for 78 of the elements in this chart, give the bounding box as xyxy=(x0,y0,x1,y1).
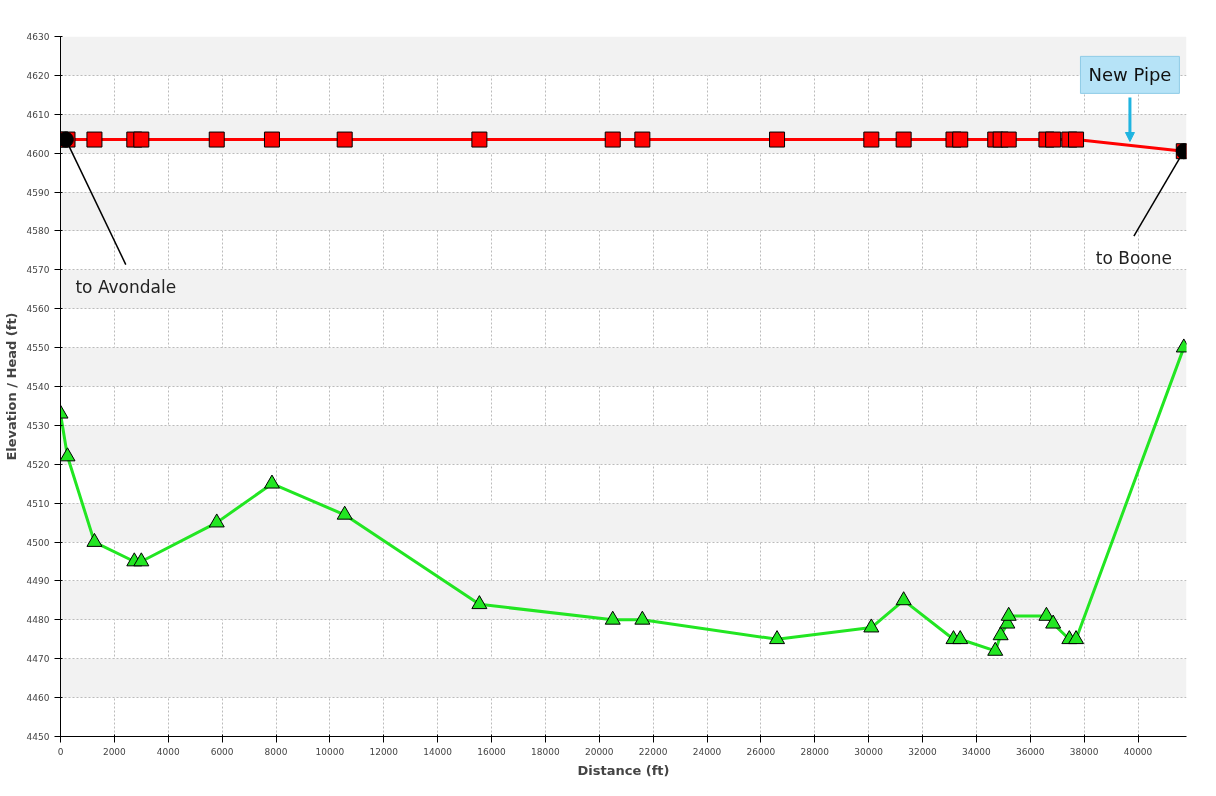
x-tick-label: 38000 xyxy=(1069,746,1099,757)
point xyxy=(952,131,969,148)
point xyxy=(1000,131,1017,148)
point xyxy=(1045,131,1062,148)
y-tick-label: 4480 xyxy=(26,615,50,626)
x-tick-label: 36000 xyxy=(1015,746,1045,757)
point xyxy=(987,641,1004,656)
point xyxy=(336,131,353,148)
x-tick-label: 6000 xyxy=(210,746,234,757)
y-tick-label: 4450 xyxy=(26,732,50,742)
y-tick-label: 4490 xyxy=(26,576,50,587)
point xyxy=(1000,606,1017,621)
x-axis-title: Distance (ft) xyxy=(577,762,670,778)
point xyxy=(863,618,880,633)
point xyxy=(471,131,488,148)
point xyxy=(634,131,651,148)
y-axis-title: Elevation / Head (ft) xyxy=(3,312,19,461)
point xyxy=(60,447,76,462)
x-tick-label: 20000 xyxy=(584,746,614,757)
x-tick-label: 2000 xyxy=(102,746,127,757)
y-tick-label: 4540 xyxy=(26,382,50,392)
point xyxy=(863,131,880,148)
point xyxy=(1068,131,1085,148)
x-tick-label: 30000 xyxy=(854,746,884,757)
x-tick-label: 26000 xyxy=(746,746,776,757)
y-tick-label: 4460 xyxy=(26,693,50,704)
x-tick-label: 10000 xyxy=(315,746,345,757)
x-tick-label: 0 xyxy=(57,746,64,757)
point xyxy=(208,131,225,148)
x-tick-label: 14000 xyxy=(423,746,453,757)
point xyxy=(895,131,912,148)
x-tick-label: 22000 xyxy=(638,746,668,757)
point xyxy=(263,474,280,489)
y-tick-label: 4620 xyxy=(26,70,50,81)
x-tick-label: 40000 xyxy=(1123,746,1153,757)
point xyxy=(604,131,621,148)
annotation: to Boone xyxy=(1095,248,1172,269)
x-tick-label: 18000 xyxy=(531,746,560,757)
point xyxy=(86,532,103,547)
point xyxy=(1068,630,1085,645)
point xyxy=(471,595,488,610)
x-tick-label: 24000 xyxy=(692,746,722,757)
point xyxy=(133,131,150,148)
y-tick-label: 4500 xyxy=(26,537,50,548)
y-tick-label: 4610 xyxy=(26,109,50,120)
point xyxy=(992,626,1009,641)
annotation: New Pipe xyxy=(1088,64,1172,86)
x-tick-label: 32000 xyxy=(908,746,938,757)
point xyxy=(952,630,969,645)
point xyxy=(86,131,103,148)
x-tick-label: 16000 xyxy=(477,746,507,757)
point xyxy=(769,630,786,645)
point xyxy=(604,610,621,625)
y-tick-label: 4520 xyxy=(26,459,50,470)
y-tick-label: 4630 xyxy=(26,32,50,42)
y-tick-label: 4570 xyxy=(26,265,50,276)
point xyxy=(336,505,353,520)
point xyxy=(634,610,651,625)
point xyxy=(769,131,786,148)
x-tick-label: 28000 xyxy=(800,746,830,757)
x-tick-label: 34000 xyxy=(962,746,991,757)
y-tick-label: 4580 xyxy=(26,226,50,237)
y-tick-label: 4550 xyxy=(26,343,50,354)
x-tick-label: 8000 xyxy=(264,746,288,757)
y-tick-label: 4560 xyxy=(26,304,50,315)
y-tick-label: 4510 xyxy=(26,498,50,509)
y-tick-label: 4600 xyxy=(26,148,50,159)
point xyxy=(133,552,150,567)
annotation: to Avondale xyxy=(75,276,177,297)
x-tick-label: 4000 xyxy=(156,746,180,757)
point xyxy=(895,591,912,606)
point xyxy=(263,131,280,148)
x-tick-label: 12000 xyxy=(369,746,399,757)
point xyxy=(208,513,225,528)
y-tick-label: 4530 xyxy=(26,420,50,431)
y-tick-label: 4590 xyxy=(26,187,50,198)
point xyxy=(1045,614,1062,629)
y-tick-label: 4470 xyxy=(26,654,50,665)
